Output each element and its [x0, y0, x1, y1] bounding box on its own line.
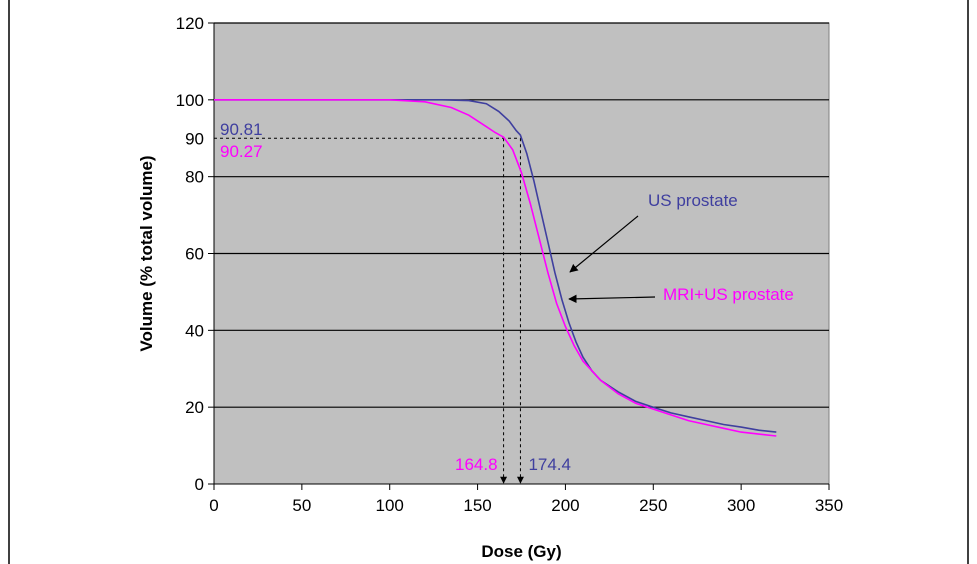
y-tick-label-100: 100 [176, 91, 204, 110]
y-axis-ticks: 0 20 40 60 80 100 120 90 [176, 14, 214, 494]
x-tick-label-350: 350 [815, 496, 843, 515]
series-lines [214, 99, 777, 437]
x-axis-title: Dose (Gy) [481, 542, 561, 561]
legend-label-us-prostate: US prostate [648, 191, 738, 210]
y-tick-label-20: 20 [185, 398, 204, 417]
callout-arrow-mri-us-prostate [568, 294, 656, 304]
y-tick-label-80: 80 [185, 168, 204, 187]
annotations: 90.81 90.27 164.8 174.4 US prostate MRI+US pr… [220, 120, 794, 474]
series-line-us-prostate [214, 99, 777, 433]
x-tick-label-50: 50 [292, 496, 311, 515]
label-blue-dose: 174.4 [528, 455, 571, 474]
y-tick-label-40: 40 [185, 321, 204, 340]
x-tick-label-0: 0 [209, 496, 218, 515]
label-blue-value: 90.81 [220, 120, 263, 139]
x-tick-label-300: 300 [727, 496, 755, 515]
label-pink-dose: 164.8 [455, 455, 498, 474]
y-tick-label-0: 0 [195, 475, 204, 494]
y-axis-title: Volume (% total volume) [137, 155, 156, 351]
y-tick-label-60: 60 [185, 245, 204, 264]
legend-label-mri-us-prostate: MRI+US prostate [663, 285, 794, 304]
y-tick-label-120: 120 [176, 14, 204, 33]
label-pink-value: 90.27 [220, 142, 263, 161]
x-tick-label-150: 150 [463, 496, 491, 515]
y-tick-label-90: 90 [185, 129, 204, 148]
x-tick-label-200: 200 [551, 496, 579, 515]
series-line-mri-us-prostate [214, 99, 777, 437]
x-tick-label-250: 250 [639, 496, 667, 515]
x-tick-label-100: 100 [376, 496, 404, 515]
callout-arrow-us-prostate [569, 215, 639, 273]
x-axis-ticks: 0 50 100 150 200 250 300 350 [209, 484, 843, 515]
